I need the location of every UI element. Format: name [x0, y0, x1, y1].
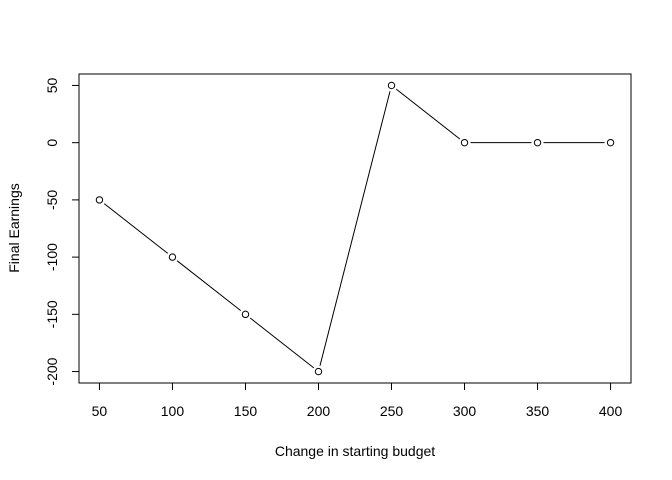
data-series — [95, 81, 615, 376]
series-segment — [249, 317, 315, 369]
y-tick-label: -200 — [44, 357, 60, 385]
x-tick-label: 200 — [307, 403, 331, 419]
y-tick-label: -100 — [44, 243, 60, 271]
series-segment — [103, 203, 169, 254]
series-segment — [319, 91, 391, 366]
x-tick-label: 350 — [526, 403, 550, 419]
data-point — [95, 196, 104, 204]
x-axis-title: Change in starting budget — [275, 443, 435, 459]
data-point — [606, 138, 615, 147]
x-tick-label: 150 — [234, 403, 258, 419]
x-tick-label: 250 — [380, 403, 404, 419]
data-point — [241, 310, 250, 319]
x-tick-label: 100 — [161, 403, 185, 419]
series-segment — [176, 260, 242, 312]
y-axis-title: Final Earnings — [6, 183, 22, 273]
data-point — [314, 367, 323, 376]
x-axis: 50 100 150 200 250 300 350 400 — [92, 382, 623, 419]
x-tick-label: 300 — [453, 403, 477, 419]
data-point — [533, 138, 542, 147]
y-tick-label: 0 — [44, 139, 60, 147]
y-axis: -200 -150 -100 -50 0 50 — [44, 77, 80, 386]
series-segment — [395, 88, 461, 140]
data-point — [168, 253, 177, 261]
data-point — [387, 81, 396, 90]
y-tick-label: -50 — [44, 190, 60, 210]
x-tick-label: 400 — [599, 403, 623, 419]
y-tick-label: -150 — [44, 300, 60, 328]
data-point — [460, 138, 469, 147]
y-tick-label: 50 — [44, 77, 60, 93]
x-tick-label: 50 — [92, 403, 108, 419]
